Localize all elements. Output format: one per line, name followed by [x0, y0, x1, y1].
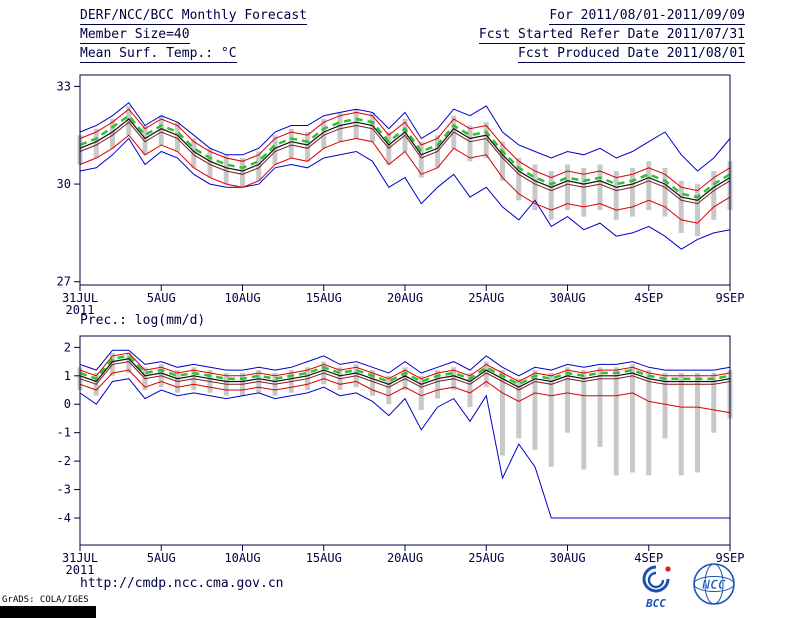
refer-date-text: Fcst Started Refer Date 2011/07/31 [478, 27, 745, 44]
member-size-text: Member Size=40 [80, 27, 190, 44]
svg-text:5AUG: 5AUG [147, 551, 176, 565]
temp-title-text: Mean Surf. Temp.: °C [80, 46, 237, 63]
svg-text:31JUL: 31JUL [62, 291, 98, 305]
svg-text:9SEP: 9SEP [716, 551, 745, 565]
ncc-logo-equator [693, 576, 735, 592]
svg-text:-3: -3 [57, 483, 71, 497]
produced-date-text: Fcst Produced Date 2011/08/01 [518, 46, 745, 63]
svg-text:30AUG: 30AUG [549, 551, 585, 565]
forecast-period-text: For 2011/08/01-2011/09/09 [549, 8, 745, 25]
svg-text:5AUG: 5AUG [147, 291, 176, 305]
ncc-logo-meridian [704, 563, 724, 605]
svg-text:4SEP: 4SEP [634, 291, 663, 305]
svg-text:-4: -4 [57, 511, 71, 525]
refer-date-label: Fcst Started Refer Date 2011/07/31 [478, 27, 745, 44]
plot-title: DERF/NCC/BCC Monthly Forecast [80, 8, 307, 25]
website-url-text: http://cmdp.ncc.cma.gov.cn [80, 576, 284, 591]
bcc-logo-swirl-outer [642, 565, 670, 593]
svg-text:15AUG: 15AUG [306, 291, 342, 305]
svg-text:31JUL: 31JUL [62, 551, 98, 565]
svg-text:-2: -2 [57, 454, 71, 468]
precip-title-text: Prec.: log(mm/d) [80, 313, 206, 328]
svg-text:20AUG: 20AUG [387, 291, 423, 305]
svg-text:4SEP: 4SEP [634, 551, 663, 565]
svg-text:1: 1 [64, 369, 71, 383]
svg-text:30AUG: 30AUG [549, 291, 585, 305]
ncc-logo-label: NCC [701, 578, 726, 593]
svg-text:0: 0 [64, 397, 71, 411]
svg-text:27: 27 [57, 275, 71, 289]
grads-credit: GrADS: COLA/IGES [2, 595, 89, 605]
svg-text:15AUG: 15AUG [306, 551, 342, 565]
precip-chart-title: Prec.: log(mm/d) [80, 313, 205, 328]
svg-text:-1: -1 [57, 426, 71, 440]
svg-text:10AUG: 10AUG [224, 551, 260, 565]
forecast-period-label: For 2011/08/01-2011/09/09 [549, 8, 745, 25]
bcc-logo: BCC [642, 565, 671, 610]
svg-text:9SEP: 9SEP [716, 291, 745, 305]
svg-text:25AUG: 25AUG [468, 291, 504, 305]
svg-text:2011: 2011 [66, 303, 95, 317]
website-url: http://cmdp.ncc.cma.gov.cn [80, 576, 284, 591]
svg-text:25AUG: 25AUG [468, 551, 504, 565]
member-size-label: Member Size=40 [80, 27, 190, 44]
temp-chart-title: Mean Surf. Temp.: °C [80, 46, 237, 63]
bcc-logo-swirl-inner [647, 571, 665, 589]
bcc-logo-red-dot [665, 566, 671, 572]
bottom-black-bar [0, 606, 96, 618]
plot-title-text: DERF/NCC/BCC Monthly Forecast [80, 8, 307, 25]
temp-chart: 33 30 27 31JUL 2011 5AUG 10AUG 15AUG 20AUG 25AUG 3… [0, 66, 800, 318]
svg-text:33: 33 [57, 79, 71, 93]
svg-text:20AUG: 20AUG [387, 551, 423, 565]
precip-chart: 2 1 0 -1 -2 -3 -4 31JUL 2011 5AUG 10AUG 15AUG 20AUG 2… [0, 330, 800, 580]
produced-date-label: Fcst Produced Date 2011/08/01 [518, 46, 745, 63]
ncc-logo: NCC [693, 563, 735, 605]
svg-text:2: 2 [64, 340, 71, 354]
svg-text:10AUG: 10AUG [224, 291, 260, 305]
grads-credit-text: GrADS: COLA/IGES [2, 595, 89, 605]
svg-text:30: 30 [57, 177, 71, 191]
svg-text:2011: 2011 [66, 563, 95, 577]
bcc-logo-label: BCC [645, 597, 666, 610]
